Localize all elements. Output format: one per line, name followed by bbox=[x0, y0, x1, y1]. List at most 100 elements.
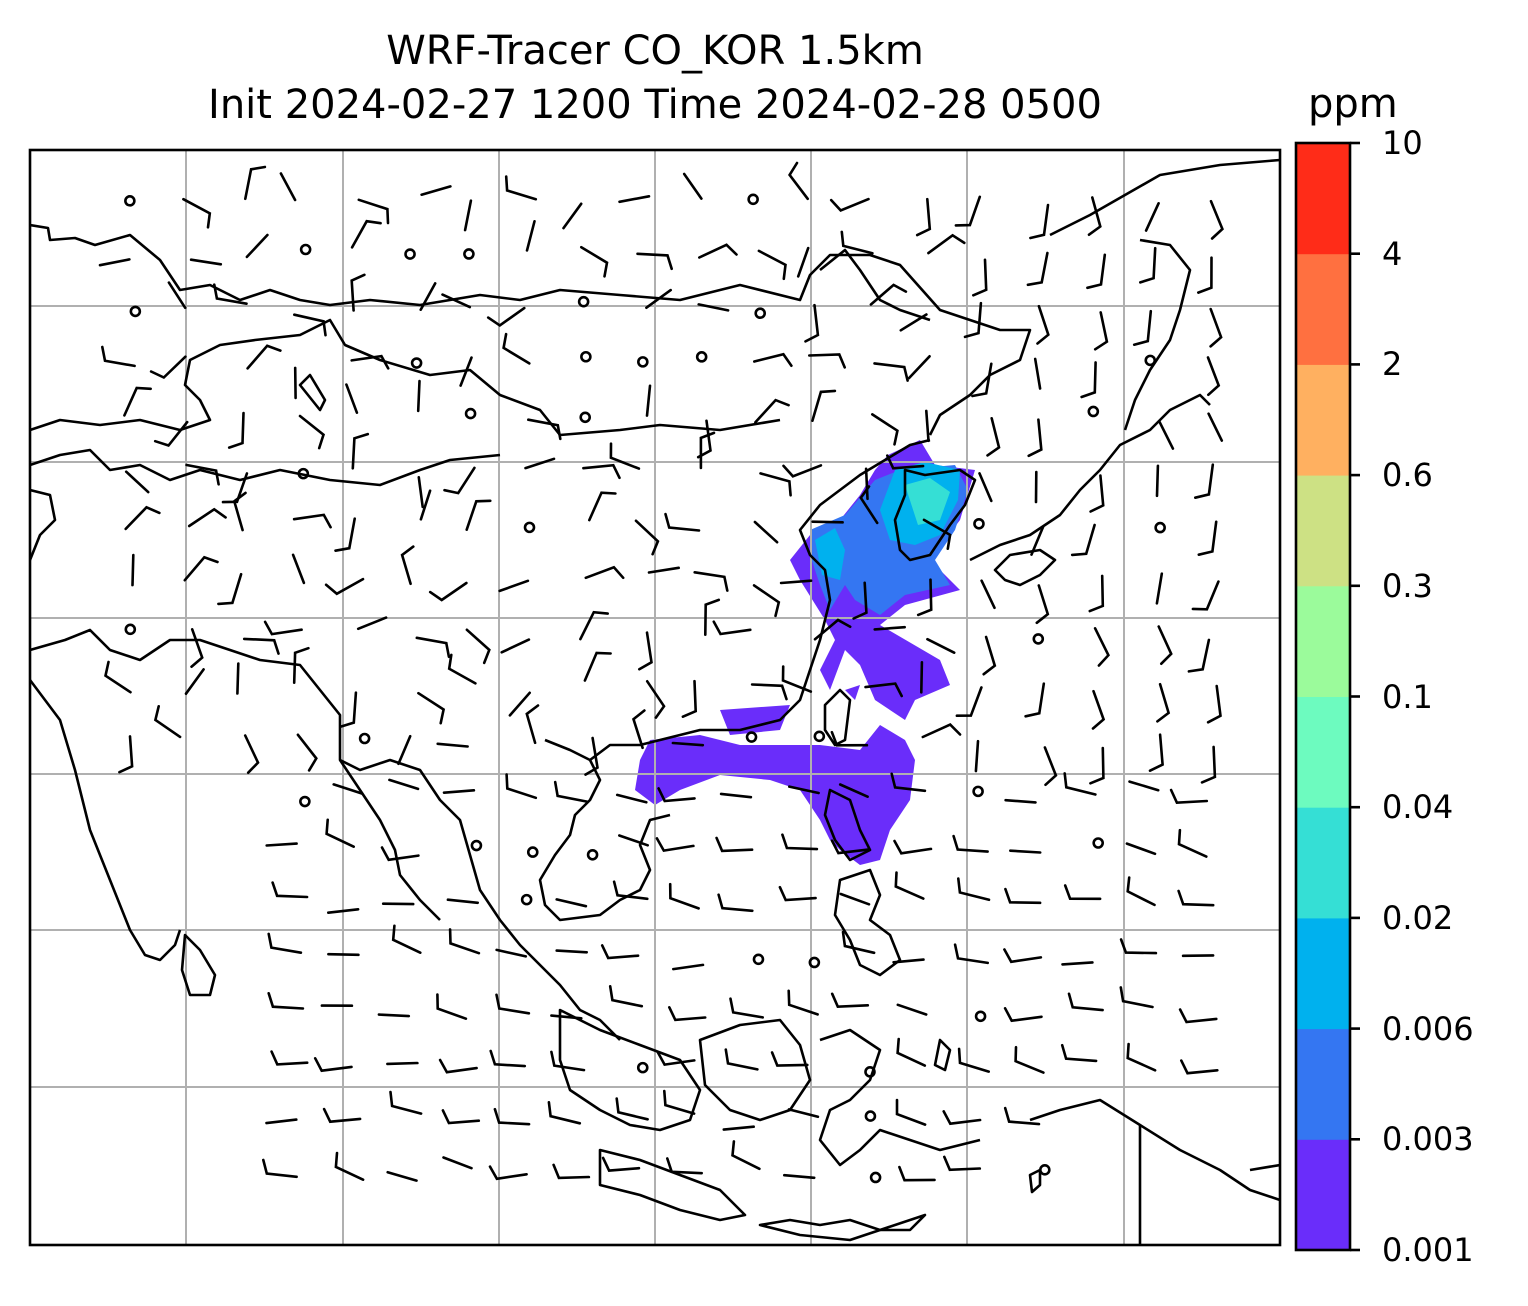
wind-barb bbox=[781, 665, 813, 693]
wind-barb bbox=[397, 734, 412, 766]
calm-wind-marker bbox=[813, 730, 826, 743]
wind-barb bbox=[829, 197, 870, 212]
wind-barb bbox=[926, 637, 956, 654]
wind-barb bbox=[583, 651, 612, 682]
wind-barb bbox=[1003, 1106, 1041, 1126]
wind-barb bbox=[1063, 884, 1102, 901]
wind-barb bbox=[325, 818, 355, 848]
wind-barb bbox=[719, 792, 753, 799]
colorbar-segment bbox=[1296, 1139, 1350, 1251]
wind-barb bbox=[262, 1158, 298, 1179]
wind-barb bbox=[508, 691, 531, 717]
wind-barb bbox=[638, 631, 653, 671]
wind-barb bbox=[443, 466, 476, 495]
wind-barb bbox=[313, 1057, 353, 1073]
colorbar bbox=[1294, 141, 1360, 1252]
map-frame bbox=[28, 148, 1282, 1247]
wind-barb bbox=[1003, 948, 1043, 964]
calm-wind-marker bbox=[745, 731, 758, 743]
wind-barb bbox=[1197, 520, 1218, 556]
wind-barb bbox=[796, 246, 810, 278]
wind-barb bbox=[894, 871, 925, 900]
wind-barb bbox=[448, 928, 481, 955]
wind-barb bbox=[389, 1090, 423, 1115]
wind-barb bbox=[915, 197, 932, 237]
wind-barb bbox=[489, 1049, 527, 1068]
wind-barb bbox=[978, 472, 993, 503]
calm-wind-marker bbox=[299, 243, 312, 256]
wind-barb bbox=[227, 411, 245, 449]
wind-barb bbox=[1009, 849, 1042, 854]
wind-barb bbox=[859, 485, 879, 525]
wind-barb bbox=[927, 233, 966, 255]
wind-barb bbox=[804, 303, 820, 343]
wind-barb bbox=[377, 1013, 411, 1018]
wind-barb bbox=[1180, 1059, 1219, 1075]
wind-barb bbox=[415, 636, 451, 659]
wind-barb bbox=[890, 772, 927, 793]
calm-wind-marker bbox=[864, 1066, 876, 1078]
wind-barb bbox=[811, 520, 844, 524]
wind-barb bbox=[663, 1089, 696, 1115]
wind-barb bbox=[770, 1051, 809, 1067]
wind-barb bbox=[753, 520, 779, 544]
colorbar-segment bbox=[1296, 253, 1350, 365]
tracer-plume bbox=[635, 440, 975, 865]
wind-barb bbox=[808, 353, 846, 369]
wind-barb bbox=[555, 898, 588, 908]
wind-barb bbox=[839, 892, 871, 906]
wind-barb bbox=[852, 581, 868, 620]
calm-wind-marker bbox=[520, 893, 533, 906]
wind-barb bbox=[495, 993, 531, 1015]
wind-barb bbox=[830, 839, 870, 855]
wind-barb bbox=[232, 491, 247, 532]
wind-barb bbox=[788, 161, 809, 201]
wind-barb bbox=[907, 355, 931, 380]
wind-barb bbox=[1014, 1045, 1045, 1074]
wind-barb bbox=[1206, 356, 1221, 397]
wind-barb bbox=[417, 476, 424, 509]
wind-barb bbox=[332, 783, 364, 795]
calm-wind-markers bbox=[124, 193, 1166, 1184]
calm-wind-marker bbox=[1092, 837, 1104, 849]
colorbar-tick-label: 0.3 bbox=[1382, 566, 1433, 605]
wind-barb bbox=[1125, 842, 1157, 856]
wind-barb bbox=[600, 944, 640, 960]
wind-barb bbox=[813, 618, 852, 641]
wind-barb bbox=[436, 742, 469, 748]
calm-wind-marker bbox=[864, 1110, 877, 1122]
colorbar-unit-label: ppm bbox=[1308, 81, 1398, 127]
wind-barb bbox=[350, 219, 382, 249]
wind-barb bbox=[957, 877, 991, 902]
map-subtitle: Init 2024-02-27 1200 Time 2024-02-28 050… bbox=[208, 82, 1102, 128]
wind-barb bbox=[664, 512, 701, 532]
calm-wind-marker bbox=[526, 846, 539, 858]
wind-barb bbox=[1080, 361, 1097, 399]
wind-barb bbox=[921, 723, 962, 739]
calm-wind-marker bbox=[636, 1061, 649, 1074]
calm-wind-marker bbox=[869, 1171, 882, 1184]
wind-barb bbox=[757, 249, 787, 281]
wind-barb bbox=[504, 175, 538, 201]
colorbar-tick-label: 0.6 bbox=[1382, 456, 1433, 495]
wind-barb bbox=[722, 1125, 755, 1131]
wind-barb bbox=[681, 679, 698, 718]
wind-barb bbox=[357, 198, 390, 225]
wind-barb bbox=[296, 733, 318, 772]
wind-barb bbox=[447, 653, 477, 685]
wind-barb bbox=[243, 734, 260, 774]
wind-barb bbox=[899, 313, 928, 332]
wind-barb bbox=[267, 992, 305, 1010]
wind-barb bbox=[693, 571, 729, 592]
wind-barb bbox=[217, 572, 243, 606]
wind-barbs bbox=[98, 161, 1224, 1182]
wind-barb bbox=[246, 344, 282, 370]
wind-barb bbox=[1197, 256, 1213, 294]
wind-barb bbox=[943, 1155, 982, 1172]
wind-barb bbox=[830, 992, 870, 1009]
wind-barb bbox=[609, 442, 641, 470]
wind-barb bbox=[634, 519, 660, 556]
wind-barb bbox=[327, 952, 360, 957]
coastlines bbox=[30, 158, 1280, 1245]
calm-wind-marker bbox=[410, 357, 423, 369]
